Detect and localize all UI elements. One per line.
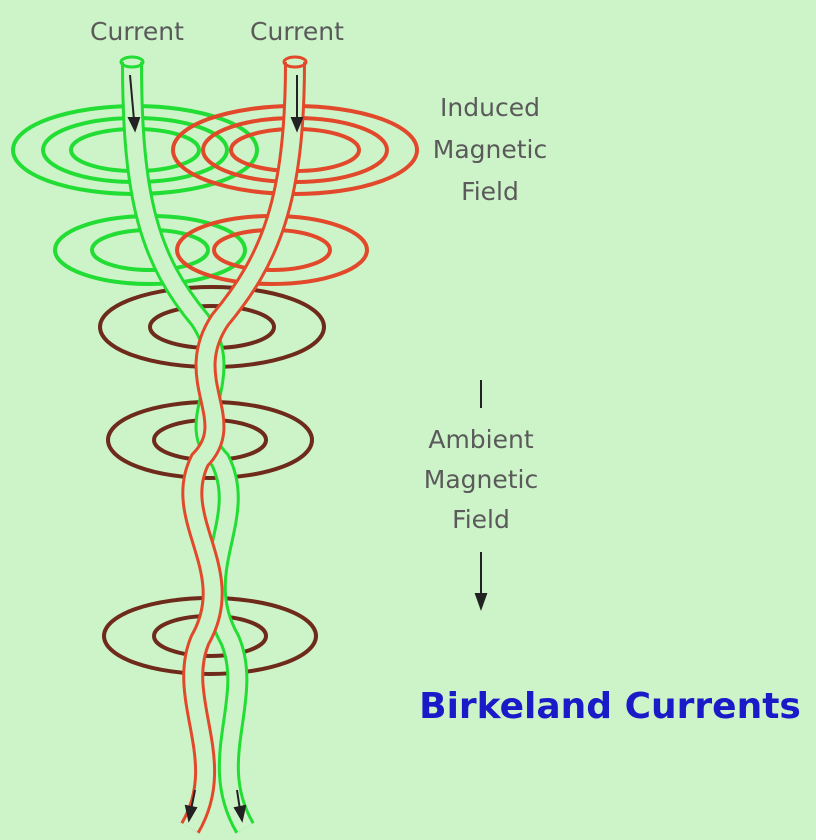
induced-field-label: Induced [440,93,540,122]
ambient-field-label: Magnetic [424,465,538,494]
ambient-field-label: Field [452,505,510,534]
current-label: Current [90,17,184,46]
ambient-field-label: Ambient [428,425,533,454]
title: Birkeland Currents [419,686,801,727]
induced-field-label: Magnetic [433,135,547,164]
current-label: Current [250,17,344,46]
diagram: Current Current Induced Magnetic Field A… [0,0,816,840]
induced-field-label: Field [461,177,519,206]
